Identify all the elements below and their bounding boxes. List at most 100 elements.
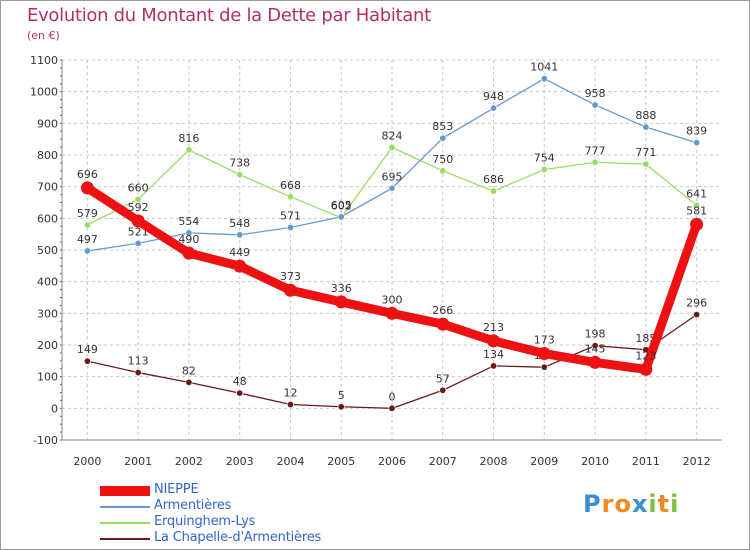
legend-swatch-nieppe bbox=[100, 486, 150, 496]
logo-letter: P bbox=[583, 490, 602, 518]
data-label-la-chapelle-d-armentieres: 48 bbox=[233, 375, 247, 388]
data-label-erquinghem-lys: 824 bbox=[382, 129, 403, 142]
logo-letter: i bbox=[670, 490, 680, 518]
data-point-nieppe bbox=[385, 306, 399, 320]
data-label-nieppe: 300 bbox=[382, 293, 403, 306]
data-point-erquinghem-lys bbox=[388, 143, 396, 151]
data-label-la-chapelle-d-armentieres: 12 bbox=[283, 387, 297, 400]
chart-subtitle: (en €) bbox=[27, 29, 60, 42]
data-label-armentieres: 839 bbox=[686, 125, 707, 138]
data-label-erquinghem-lys: 668 bbox=[280, 179, 301, 192]
data-point-armentieres bbox=[642, 123, 650, 131]
data-point-armentieres bbox=[286, 224, 294, 232]
proxiti-logo: Proxiti bbox=[583, 490, 679, 518]
data-label-nieppe: 373 bbox=[280, 270, 301, 283]
data-point-nieppe bbox=[436, 317, 450, 331]
data-label-armentieres: 853 bbox=[432, 120, 453, 133]
data-label-erquinghem-lys: 777 bbox=[585, 144, 606, 157]
legend-label-nieppe: NIEPPE bbox=[154, 482, 199, 497]
data-label-armentieres: 497 bbox=[77, 233, 98, 246]
data-point-la-chapelle-d-armentieres bbox=[286, 401, 294, 409]
data-point-nieppe bbox=[182, 246, 196, 260]
legend-swatch-lachapelle bbox=[100, 538, 150, 540]
data-point-la-chapelle-d-armentieres bbox=[185, 378, 193, 386]
data-point-erquinghem-lys bbox=[591, 158, 599, 166]
data-point-erquinghem-lys bbox=[134, 195, 142, 203]
y-tick-label: 500 bbox=[37, 244, 58, 257]
data-point-nieppe bbox=[588, 355, 602, 369]
y-tick-label: 1100 bbox=[30, 54, 58, 67]
data-point-erquinghem-lys bbox=[185, 146, 193, 154]
data-label-la-chapelle-d-armentieres: 5 bbox=[338, 389, 345, 402]
x-tick-label: 2011 bbox=[632, 455, 660, 468]
data-point-la-chapelle-d-armentieres bbox=[439, 386, 447, 394]
data-label-armentieres: 1041 bbox=[530, 61, 558, 74]
x-tick-label: 2002 bbox=[175, 455, 203, 468]
data-point-la-chapelle-d-armentieres bbox=[591, 342, 599, 350]
x-tick-label: 2000 bbox=[73, 455, 101, 468]
data-point-armentieres bbox=[693, 139, 701, 147]
data-point-nieppe bbox=[334, 295, 348, 309]
data-label-la-chapelle-d-armentieres: 296 bbox=[686, 297, 707, 310]
data-label-armentieres: 605 bbox=[331, 199, 352, 212]
data-point-la-chapelle-d-armentieres bbox=[134, 369, 142, 377]
data-point-nieppe bbox=[131, 214, 145, 228]
data-point-armentieres bbox=[388, 184, 396, 192]
data-point-erquinghem-lys bbox=[83, 221, 91, 229]
y-tick-label: 300 bbox=[37, 307, 58, 320]
legend-label-armentieres: Armentières bbox=[154, 498, 232, 513]
data-label-erquinghem-lys: 816 bbox=[178, 132, 199, 145]
logo-letter: x bbox=[631, 490, 649, 518]
data-point-la-chapelle-d-armentieres bbox=[693, 311, 701, 319]
data-label-armentieres: 548 bbox=[229, 217, 250, 230]
y-tick-label: -100 bbox=[33, 434, 58, 447]
data-point-armentieres bbox=[540, 75, 548, 83]
data-label-armentieres: 554 bbox=[178, 215, 199, 228]
data-label-nieppe: 123 bbox=[635, 349, 656, 362]
x-tick-label: 2009 bbox=[530, 455, 558, 468]
y-tick-label: 800 bbox=[37, 149, 58, 162]
data-label-erquinghem-lys: 660 bbox=[128, 181, 149, 194]
data-point-nieppe bbox=[80, 181, 94, 195]
x-tick-label: 2012 bbox=[683, 455, 711, 468]
data-label-armentieres: 888 bbox=[635, 109, 656, 122]
data-point-armentieres bbox=[134, 239, 142, 247]
data-label-erquinghem-lys: 738 bbox=[229, 157, 250, 170]
legend-label-erquinghem: Erquinghem-Lys bbox=[154, 514, 256, 529]
chart-title: Evolution du Montant de la Dette par Hab… bbox=[27, 5, 431, 26]
data-point-armentieres bbox=[591, 101, 599, 109]
data-point-la-chapelle-d-armentieres bbox=[540, 363, 548, 371]
legend-label-lachapelle: La Chapelle-d'Armentières bbox=[154, 530, 322, 545]
data-label-armentieres: 948 bbox=[483, 90, 504, 103]
data-label-la-chapelle-d-armentieres: 134 bbox=[483, 348, 504, 361]
logo-letter: i bbox=[648, 490, 658, 518]
data-point-la-chapelle-d-armentieres bbox=[83, 357, 91, 365]
x-tick-label: 2008 bbox=[480, 455, 508, 468]
data-point-erquinghem-lys bbox=[693, 201, 701, 209]
y-tick-label: 600 bbox=[37, 212, 58, 225]
data-label-erquinghem-lys: 602 bbox=[331, 200, 352, 213]
data-label-nieppe: 336 bbox=[331, 282, 352, 295]
x-tick-label: 2005 bbox=[327, 455, 355, 468]
data-label-erquinghem-lys: 771 bbox=[635, 146, 656, 159]
data-label-la-chapelle-d-armentieres: 113 bbox=[128, 355, 149, 368]
data-label-erquinghem-lys: 686 bbox=[483, 173, 504, 186]
data-point-armentieres bbox=[439, 134, 447, 142]
x-tick-label: 2006 bbox=[378, 455, 406, 468]
data-label-nieppe: 449 bbox=[229, 246, 250, 259]
data-point-nieppe bbox=[487, 334, 501, 348]
data-label-nieppe: 266 bbox=[432, 304, 453, 317]
data-point-erquinghem-lys bbox=[540, 166, 548, 174]
data-point-nieppe bbox=[233, 259, 247, 273]
data-label-la-chapelle-d-armentieres: 0 bbox=[389, 390, 396, 403]
data-point-armentieres bbox=[236, 231, 244, 239]
data-point-erquinghem-lys bbox=[286, 193, 294, 201]
data-label-la-chapelle-d-armentieres: 57 bbox=[436, 372, 450, 385]
x-tick-label: 2003 bbox=[226, 455, 254, 468]
y-tick-label: 100 bbox=[37, 371, 58, 384]
y-tick-label: 1000 bbox=[30, 86, 58, 99]
x-tick-label: 2007 bbox=[429, 455, 457, 468]
data-label-nieppe: 581 bbox=[686, 204, 707, 217]
data-label-nieppe: 173 bbox=[534, 334, 555, 347]
